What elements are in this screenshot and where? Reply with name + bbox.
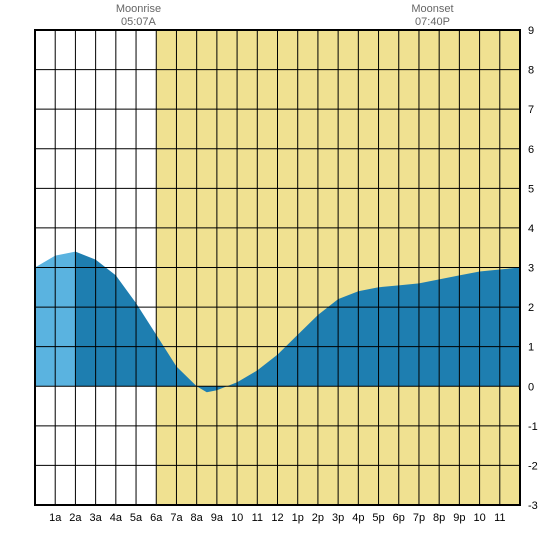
x-tick-label: 10: [231, 512, 243, 524]
moonset-label: Moonset: [411, 3, 453, 15]
x-tick-label: 9a: [211, 512, 224, 524]
x-tick-label: 5a: [130, 512, 143, 524]
x-tick-label: 1p: [292, 512, 304, 524]
x-tick-label: 5p: [372, 512, 384, 524]
x-tick-label: 8p: [433, 512, 445, 524]
x-tick-label: 10: [473, 512, 485, 524]
x-tick-label: 4p: [352, 512, 364, 524]
y-tick-label: -1: [528, 421, 538, 433]
x-tick-label: 4a: [110, 512, 123, 524]
x-tick-label: 6p: [393, 512, 405, 524]
x-tick-label: 7a: [170, 512, 183, 524]
x-tick-label: 6a: [150, 512, 163, 524]
y-tick-label: 3: [528, 263, 534, 275]
y-tick-label: 9: [528, 25, 534, 37]
moonrise-time: 05:07A: [121, 16, 157, 28]
chart-svg: 1a2a3a4a5a6a7a8a9a1011121p2p3p4p5p6p7p8p…: [0, 0, 550, 550]
y-tick-label: -3: [528, 500, 538, 512]
x-tick-label: 11: [252, 512, 263, 524]
y-tick-label: 1: [528, 342, 534, 354]
y-tick-label: 8: [528, 65, 534, 77]
y-tick-label: 2: [528, 302, 534, 314]
tide-chart: 1a2a3a4a5a6a7a8a9a1011121p2p3p4p5p6p7p8p…: [0, 0, 550, 550]
x-tick-label: 3a: [90, 512, 103, 524]
y-tick-label: -2: [528, 460, 538, 472]
x-tick-label: 12: [271, 512, 283, 524]
y-tick-label: 7: [528, 104, 534, 116]
moonset-time: 07:40P: [415, 16, 450, 28]
x-tick-label: 2a: [69, 512, 82, 524]
y-tick-label: 0: [528, 381, 534, 393]
x-tick-label: 11: [494, 512, 505, 524]
x-tick-label: 3p: [332, 512, 344, 524]
x-tick-label: 2p: [312, 512, 324, 524]
y-tick-label: 5: [528, 183, 534, 195]
y-tick-label: 4: [528, 223, 534, 235]
x-tick-label: 8a: [191, 512, 204, 524]
x-tick-label: 1a: [49, 512, 62, 524]
y-tick-label: 6: [528, 144, 534, 156]
x-tick-label: 7p: [413, 512, 425, 524]
moonrise-label: Moonrise: [116, 3, 161, 15]
x-tick-label: 9p: [453, 512, 465, 524]
